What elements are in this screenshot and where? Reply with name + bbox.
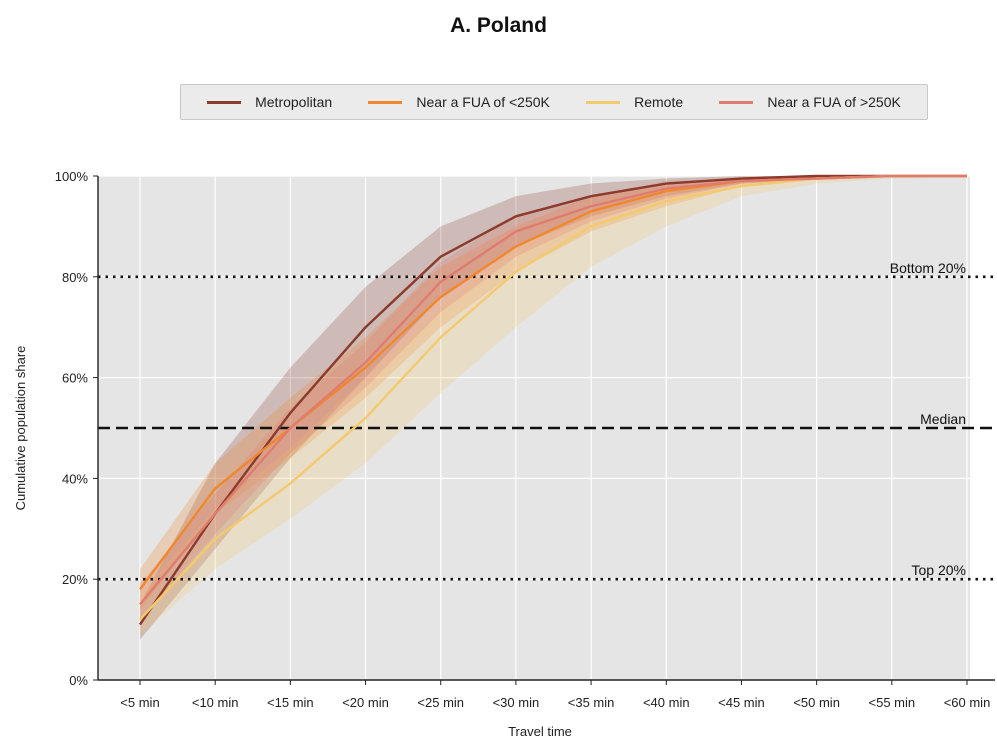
chart-title: A. Poland xyxy=(450,14,547,37)
y-tick-label: 80% xyxy=(62,270,88,285)
legend: Metropolitan Near a FUA of <250K Remote Nea… xyxy=(180,84,928,120)
confidence-band xyxy=(140,176,967,610)
x-tick-label: <20 min xyxy=(342,695,389,710)
legend-swatch xyxy=(719,100,754,104)
legend-swatch xyxy=(368,100,403,104)
x-tick-label: <25 min xyxy=(417,695,464,710)
legend-swatch xyxy=(586,100,621,104)
legend-item: Metropolitan xyxy=(207,94,332,110)
x-tick-label: <60 min xyxy=(944,695,991,710)
y-tick-label: 100% xyxy=(55,169,89,184)
y-axis-title: Cumulative population share xyxy=(13,346,28,511)
confidence-band xyxy=(140,176,967,640)
legend-label: Remote xyxy=(634,94,684,110)
x-tick-label: <40 min xyxy=(643,695,690,710)
legend-label: Near a FUA of >250K xyxy=(767,94,901,110)
series-line xyxy=(139,174,967,606)
y-tick-label: 20% xyxy=(62,572,88,587)
y-tick-label: 0% xyxy=(69,673,88,688)
y-tick-label: 60% xyxy=(62,371,88,386)
legend-item: Near a FUA of <250K xyxy=(368,94,550,110)
legend-item: Near a FUA of >250K xyxy=(719,94,901,110)
x-axis-title: Travel time xyxy=(508,724,572,739)
series-line xyxy=(139,174,967,626)
legend-swatch xyxy=(207,100,242,104)
legend-label: Near a FUA of <250K xyxy=(416,94,550,110)
x-tick-label: <55 min xyxy=(869,695,916,710)
x-tick-label: <50 min xyxy=(793,695,840,710)
x-tick-label: <15 min xyxy=(267,695,314,710)
x-tick-label: <30 min xyxy=(493,695,540,710)
x-tick-label: <35 min xyxy=(568,695,615,710)
reference-line-label: Top 20% xyxy=(912,562,966,578)
x-tick-label: <10 min xyxy=(192,695,239,710)
reference-line-label: Median xyxy=(920,411,966,427)
legend-label: Metropolitan xyxy=(255,94,333,110)
reference-line-label: Bottom 20% xyxy=(890,260,966,276)
confidence-band xyxy=(140,176,967,635)
x-tick-label: <5 min xyxy=(120,695,159,710)
confidence-band xyxy=(140,176,967,620)
legend-item: Remote xyxy=(586,94,683,110)
x-tick-label: <45 min xyxy=(718,695,765,710)
y-tick-label: 40% xyxy=(62,471,88,486)
